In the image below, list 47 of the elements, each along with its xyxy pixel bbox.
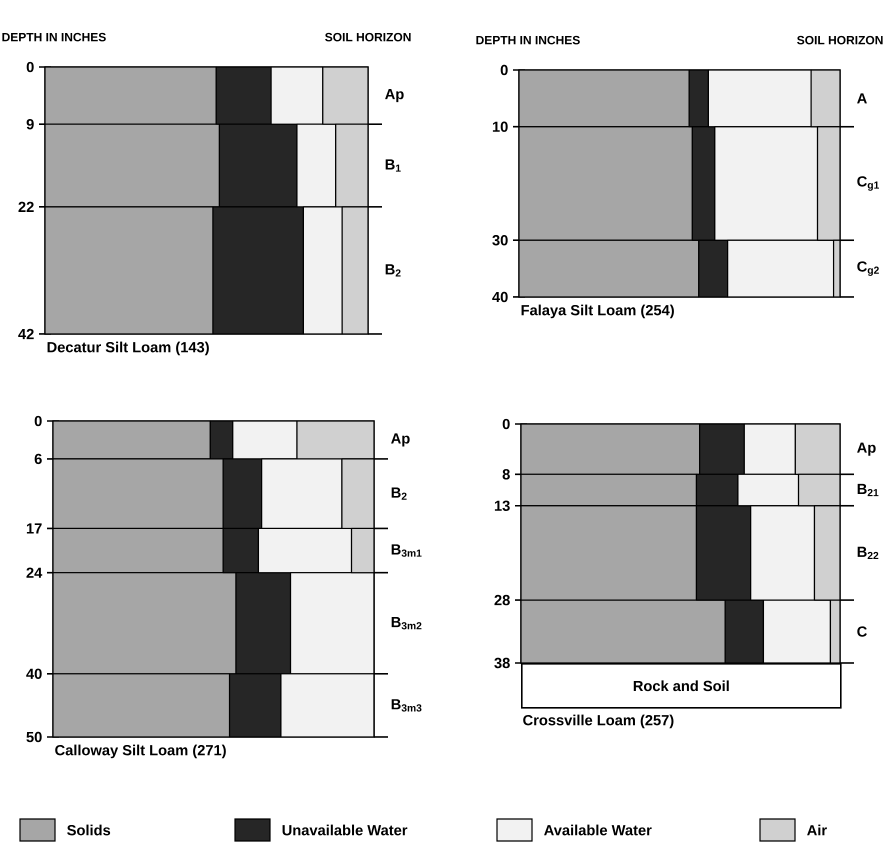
text: C$_{g1}$ [857,176,879,191]
y-axis-title: DEPTH IN INCHES [2,32,106,42]
text: Calloway Silt Loam (271) [55,744,226,758]
text: Crossville Loam (257) [523,714,674,728]
text: B$_{1}$ [386,159,401,172]
y-tick-label: 22 [18,202,34,212]
y-tick-label: 28 [494,594,510,606]
text: B$_{2}$ [386,264,401,277]
y2-axis-title: SOIL HORIZON [325,32,411,42]
y-tick-label: 0 [502,418,510,430]
y-tick-label: 6 [34,454,42,464]
y-tick-label: 13 [494,500,510,511]
y-axis-title: DEPTH IN INCHES [476,36,580,44]
text: C$_{g2}$ [857,261,879,276]
text: Ap [857,442,876,456]
text: Decatur Silt Loam (143) [48,342,209,356]
y-tick-label: 0 [500,64,508,76]
text: B$_{3m1}$ [392,544,422,557]
text: Falaya Silt Loam (254) [522,304,674,318]
text: A [857,93,867,104]
text: B$_{22}$ [858,546,878,560]
text: Ap [391,433,410,447]
text: B$_{2}$ [392,488,407,500]
y-tick-label: 50 [26,732,42,742]
legend-label: Air [807,824,827,836]
y-tick-label: 40 [492,292,508,302]
legend-label: Unavailable Water [282,824,408,836]
y-tick-label: 30 [492,235,508,246]
text: B$_{3m2}$ [392,617,422,630]
y-tick-label: 9 [26,119,34,130]
y-tick-label: 0 [34,416,42,426]
y-tick-label: 38 [494,658,510,668]
y-tick-label: 10 [492,122,508,132]
y-tick-label: 17 [26,523,42,534]
text: Ap [385,89,404,102]
y-tick-label: 8 [502,469,510,480]
y-tick-label: 40 [26,668,42,679]
text: C [857,626,867,637]
legend-label: Available Water [544,824,652,836]
text: Rock and Soil [634,680,729,692]
text: B$_{3m3}$ [392,699,422,712]
y-tick-label: 0 [26,62,34,72]
y-tick-label: 24 [26,568,42,578]
y2-axis-title: SOIL HORIZON [797,36,883,44]
y-tick-label: 42 [18,328,34,340]
text: B$_{21}$ [858,484,878,496]
legend-label: Solids [67,824,110,836]
